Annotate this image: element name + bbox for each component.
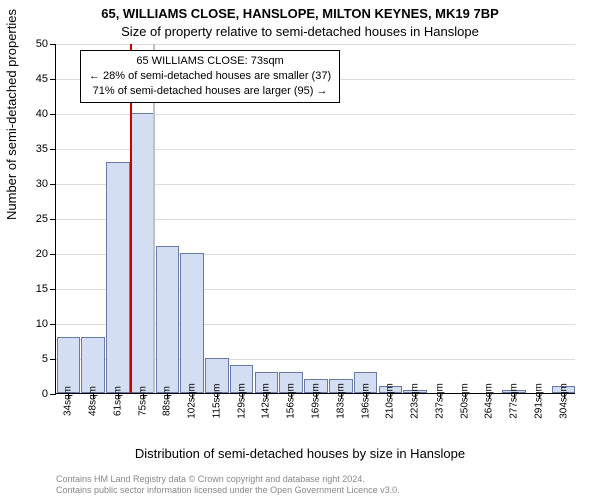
- x-tick-label: 88sqm: [162, 386, 173, 416]
- chart-title-sub: Size of property relative to semi-detach…: [0, 24, 600, 39]
- y-tick: [50, 289, 56, 290]
- x-tick-label: 169sqm: [311, 383, 322, 419]
- x-tick-label: 264sqm: [484, 383, 495, 419]
- y-tick-label: 15: [36, 283, 48, 295]
- x-tick-label: 304sqm: [558, 383, 569, 419]
- annotation-box: 65 WILLIAMS CLOSE: 73sqm ← 28% of semi-d…: [80, 50, 340, 103]
- x-tick-label: 277sqm: [509, 383, 520, 419]
- x-tick-label: 75sqm: [137, 386, 148, 416]
- x-tick-label: 196sqm: [360, 383, 371, 419]
- x-tick-label: 156sqm: [286, 383, 297, 419]
- x-tick-label: 237sqm: [434, 383, 445, 419]
- y-tick-label: 40: [36, 108, 48, 120]
- y-tick: [50, 324, 56, 325]
- annotation-line-1: 65 WILLIAMS CLOSE: 73sqm: [89, 54, 331, 69]
- x-tick-label: 48sqm: [88, 386, 99, 416]
- y-tick-label: 10: [36, 318, 48, 330]
- y-tick: [50, 394, 56, 395]
- copyright-line-2: Contains public sector information licen…: [56, 485, 400, 496]
- x-tick-label: 61sqm: [112, 386, 123, 416]
- y-tick-label: 35: [36, 143, 48, 155]
- x-tick-label: 102sqm: [187, 383, 198, 419]
- bar: [156, 246, 180, 393]
- x-tick-label: 291sqm: [533, 383, 544, 419]
- copyright-line-1: Contains HM Land Registry data © Crown c…: [56, 474, 400, 485]
- bar: [131, 113, 155, 393]
- bar: [57, 337, 81, 393]
- y-tick: [50, 44, 56, 45]
- x-tick-label: 34sqm: [63, 386, 74, 416]
- y-tick-label: 45: [36, 73, 48, 85]
- y-axis-label: Number of semi-detached properties: [4, 9, 19, 220]
- y-tick: [50, 79, 56, 80]
- x-tick-label: 210sqm: [385, 383, 396, 419]
- y-tick-label: 50: [36, 38, 48, 50]
- y-tick-label: 25: [36, 213, 48, 225]
- y-tick: [50, 254, 56, 255]
- y-tick-label: 5: [42, 353, 48, 365]
- x-tick-label: 115sqm: [211, 384, 222, 419]
- y-tick: [50, 359, 56, 360]
- chart-title-main: 65, WILLIAMS CLOSE, HANSLOPE, MILTON KEY…: [0, 6, 600, 21]
- y-tick-label: 20: [36, 248, 48, 260]
- x-tick-label: 142sqm: [261, 383, 272, 419]
- x-axis-label: Distribution of semi-detached houses by …: [0, 446, 600, 461]
- annotation-line-2: ← 28% of semi-detached houses are smalle…: [89, 69, 331, 84]
- plot-area: 65 WILLIAMS CLOSE: 73sqm ← 28% of semi-d…: [55, 44, 575, 394]
- y-tick: [50, 114, 56, 115]
- grid-line: [56, 44, 575, 45]
- y-tick-label: 30: [36, 178, 48, 190]
- y-tick-label: 0: [42, 388, 48, 400]
- bar: [81, 337, 105, 393]
- x-tick-label: 223sqm: [410, 383, 421, 419]
- y-tick: [50, 149, 56, 150]
- annotation-line-3: 71% of semi-detached houses are larger (…: [89, 84, 331, 99]
- bar: [106, 162, 130, 393]
- x-tick-label: 129sqm: [236, 383, 247, 419]
- copyright-block: Contains HM Land Registry data © Crown c…: [56, 474, 400, 497]
- y-tick: [50, 184, 56, 185]
- bar: [180, 253, 204, 393]
- x-tick-label: 250sqm: [459, 383, 470, 419]
- x-tick-label: 183sqm: [335, 383, 346, 419]
- y-tick: [50, 219, 56, 220]
